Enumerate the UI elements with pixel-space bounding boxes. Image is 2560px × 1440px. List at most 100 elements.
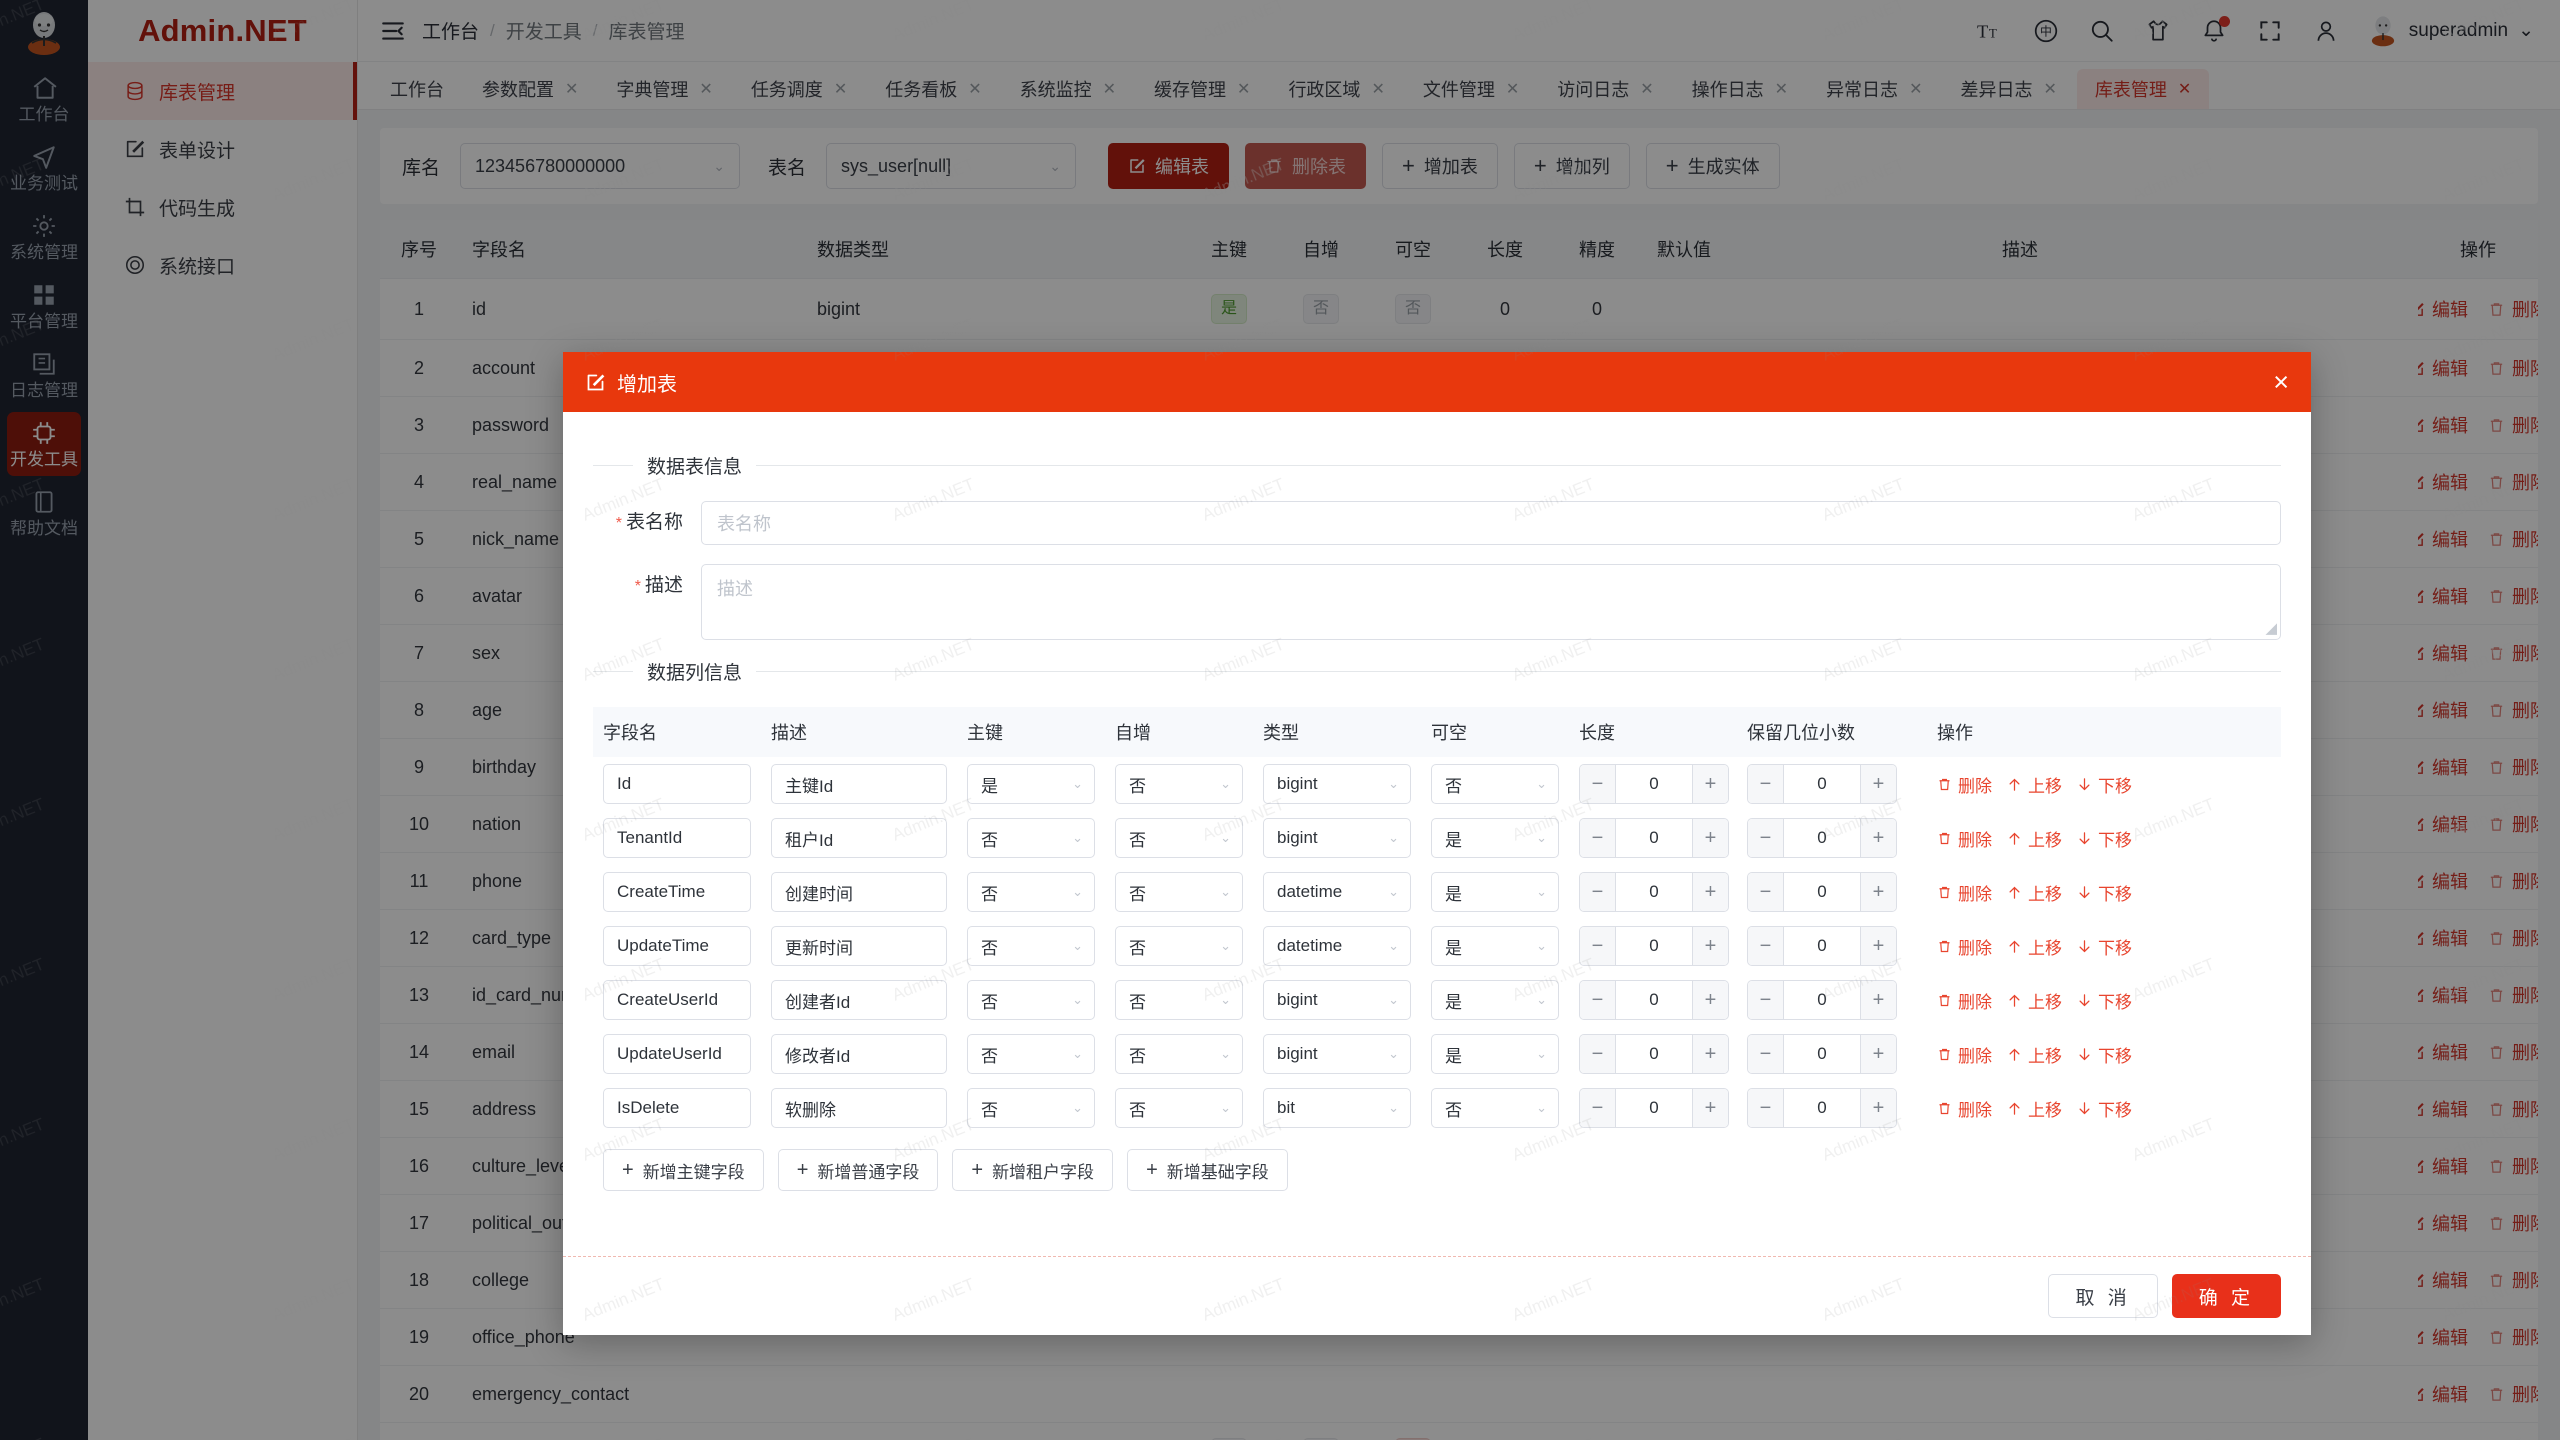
close-icon[interactable]: ✕ — [1505, 81, 1520, 98]
plus-icon[interactable]: + — [1692, 1035, 1728, 1073]
row-edit-button[interactable]: 编辑 — [2418, 925, 2468, 951]
close-icon[interactable]: ✕ — [968, 81, 982, 98]
tab-3[interactable]: 任务调度 ✕ — [733, 69, 865, 109]
primary-key-select[interactable]: 否 ⌄ — [967, 1034, 1095, 1074]
field-name-input[interactable]: TenantId — [603, 818, 751, 858]
tab-13[interactable]: 库表管理 ✕ — [2076, 69, 2210, 109]
row-edit-button[interactable]: 编辑 — [2418, 296, 2468, 322]
sidebar-item-3[interactable]: 系统接口 — [88, 236, 357, 294]
minus-icon[interactable]: − — [1580, 1035, 1616, 1073]
tab-1[interactable]: 参数配置 ✕ — [464, 69, 596, 109]
field-desc-input[interactable]: 修改者Id — [771, 1034, 947, 1074]
confirm-button[interactable]: 确 定 — [2171, 1274, 2281, 1318]
user-icon[interactable] — [2313, 18, 2339, 44]
length-stepper[interactable]: −0 + — [1579, 818, 1729, 858]
data-type-select[interactable]: bigint ⌄ — [1263, 1034, 1411, 1074]
row-delete-button[interactable]: 删除 — [2488, 640, 2538, 666]
rail-item-5[interactable]: 开发工具 — [7, 412, 81, 476]
decimal-stepper[interactable]: −0 + — [1747, 926, 1897, 966]
sidebar-item-0[interactable]: 库表管理 — [88, 62, 357, 120]
tab-5[interactable]: 系统监控 ✕ — [1002, 69, 1134, 109]
add-table-button[interactable]: + 增加表 — [1382, 143, 1498, 189]
plus-icon[interactable]: + — [1860, 1035, 1896, 1073]
auto-increment-select[interactable]: 否 ⌄ — [1115, 980, 1243, 1020]
length-stepper[interactable]: −0 + — [1579, 1088, 1729, 1128]
row-edit-button[interactable]: 编辑 — [2418, 583, 2468, 609]
row-delete-button[interactable]: 删除 — [2488, 697, 2538, 723]
decimal-stepper[interactable]: −0 + — [1747, 764, 1897, 804]
field-name-input[interactable]: CreateTime — [603, 872, 751, 912]
nullable-select[interactable]: 是 ⌄ — [1431, 1034, 1559, 1074]
field-desc-input[interactable]: 软删除 — [771, 1088, 947, 1128]
plus-icon[interactable]: + — [1692, 819, 1728, 857]
minus-icon[interactable]: − — [1748, 927, 1784, 965]
data-type-select[interactable]: datetime ⌄ — [1263, 926, 1411, 966]
tab-9[interactable]: 访问日志 ✕ — [1539, 69, 1671, 109]
auto-increment-select[interactable]: 否 ⌄ — [1115, 926, 1243, 966]
auto-increment-select[interactable]: 否 ⌄ — [1115, 764, 1243, 804]
row-delete-button[interactable]: 删除 — [2488, 754, 2538, 780]
row-move-down-button[interactable]: 下移 — [2077, 1042, 2132, 1067]
field-desc-input[interactable]: 租户Id — [771, 818, 947, 858]
add-field-button-0[interactable]: + 新增主键字段 — [603, 1149, 764, 1191]
plus-icon[interactable]: + — [1860, 765, 1896, 803]
data-type-select[interactable]: bigint ⌄ — [1263, 764, 1411, 804]
field-name-input[interactable]: UpdateTime — [603, 926, 751, 966]
resize-handle-icon[interactable]: ◢ — [2265, 620, 2277, 637]
row-move-down-button[interactable]: 下移 — [2077, 1096, 2132, 1121]
minus-icon[interactable]: − — [1748, 981, 1784, 1019]
field-name-input[interactable]: IsDelete — [603, 1088, 751, 1128]
table-select[interactable]: sys_user[null] ⌄ — [826, 143, 1077, 189]
plus-icon[interactable]: + — [1860, 819, 1896, 857]
breadcrumb-item-2[interactable]: 库表管理 — [608, 22, 685, 43]
breadcrumb-item-1[interactable]: 开发工具 — [505, 22, 582, 43]
row-delete-button[interactable]: 删除 — [2488, 412, 2538, 438]
user-menu[interactable]: superadmin ⌄ — [2367, 15, 2534, 47]
plus-icon[interactable]: + — [1860, 927, 1896, 965]
theme-shirt-icon[interactable] — [2145, 18, 2171, 44]
auto-increment-select[interactable]: 否 ⌄ — [1115, 872, 1243, 912]
row-edit-button[interactable]: 编辑 — [2418, 697, 2468, 723]
row-edit-button[interactable]: 编辑 — [2418, 1381, 2468, 1407]
field-name-input[interactable]: Id — [603, 764, 751, 804]
row-delete-button[interactable]: 删除 — [2488, 925, 2538, 951]
row-move-up-button[interactable]: 上移 — [2007, 772, 2062, 797]
row-move-down-button[interactable]: 下移 — [2077, 934, 2132, 959]
breadcrumb-item-0[interactable]: 工作台 — [422, 22, 480, 43]
generate-entity-button[interactable]: + 生成实体 — [1645, 143, 1780, 189]
nullable-select[interactable]: 是 ⌄ — [1431, 872, 1559, 912]
row-delete-button[interactable]: 删除 — [1937, 1042, 1992, 1067]
minus-icon[interactable]: − — [1580, 1089, 1616, 1127]
row-delete-button[interactable]: 删除 — [1937, 1096, 1992, 1121]
tab-2[interactable]: 字典管理 ✕ — [598, 69, 730, 109]
row-edit-button[interactable]: 编辑 — [2418, 1039, 2468, 1065]
minus-icon[interactable]: − — [1580, 927, 1616, 965]
row-move-up-button[interactable]: 上移 — [2007, 1042, 2062, 1067]
font-size-icon[interactable]: T T — [1977, 18, 2003, 44]
close-icon[interactable]: × — [2273, 366, 2289, 397]
close-icon[interactable]: ✕ — [565, 81, 579, 98]
auto-increment-select[interactable]: 否 ⌄ — [1115, 1034, 1243, 1074]
minus-icon[interactable]: − — [1580, 873, 1616, 911]
row-delete-button[interactable]: 删除 — [1937, 988, 1992, 1013]
row-delete-button[interactable]: 删除 — [2488, 982, 2538, 1008]
length-stepper[interactable]: −0 + — [1579, 872, 1729, 912]
decimal-stepper[interactable]: −0 + — [1747, 980, 1897, 1020]
rail-item-3[interactable]: 平台管理 — [7, 274, 81, 338]
row-edit-button[interactable]: 编辑 — [2418, 868, 2468, 894]
sidebar-item-2[interactable]: 代码生成 — [88, 178, 357, 236]
row-move-down-button[interactable]: 下移 — [2077, 880, 2132, 905]
field-desc-input[interactable]: 创建时间 — [771, 872, 947, 912]
minus-icon[interactable]: − — [1580, 765, 1616, 803]
row-move-up-button[interactable]: 上移 — [2007, 826, 2062, 851]
tab-7[interactable]: 行政区域 ✕ — [1270, 69, 1402, 109]
primary-key-select[interactable]: 否 ⌄ — [967, 872, 1095, 912]
row-edit-button[interactable]: 编辑 — [2418, 754, 2468, 780]
tab-4[interactable]: 任务看板 ✕ — [867, 69, 999, 109]
minus-icon[interactable]: − — [1748, 1035, 1784, 1073]
data-type-select[interactable]: datetime ⌄ — [1263, 872, 1411, 912]
row-delete-button[interactable]: 删除 — [2488, 1039, 2538, 1065]
row-edit-button[interactable]: 编辑 — [2418, 640, 2468, 666]
nullable-select[interactable]: 是 ⌄ — [1431, 926, 1559, 966]
minus-icon[interactable]: − — [1748, 873, 1784, 911]
